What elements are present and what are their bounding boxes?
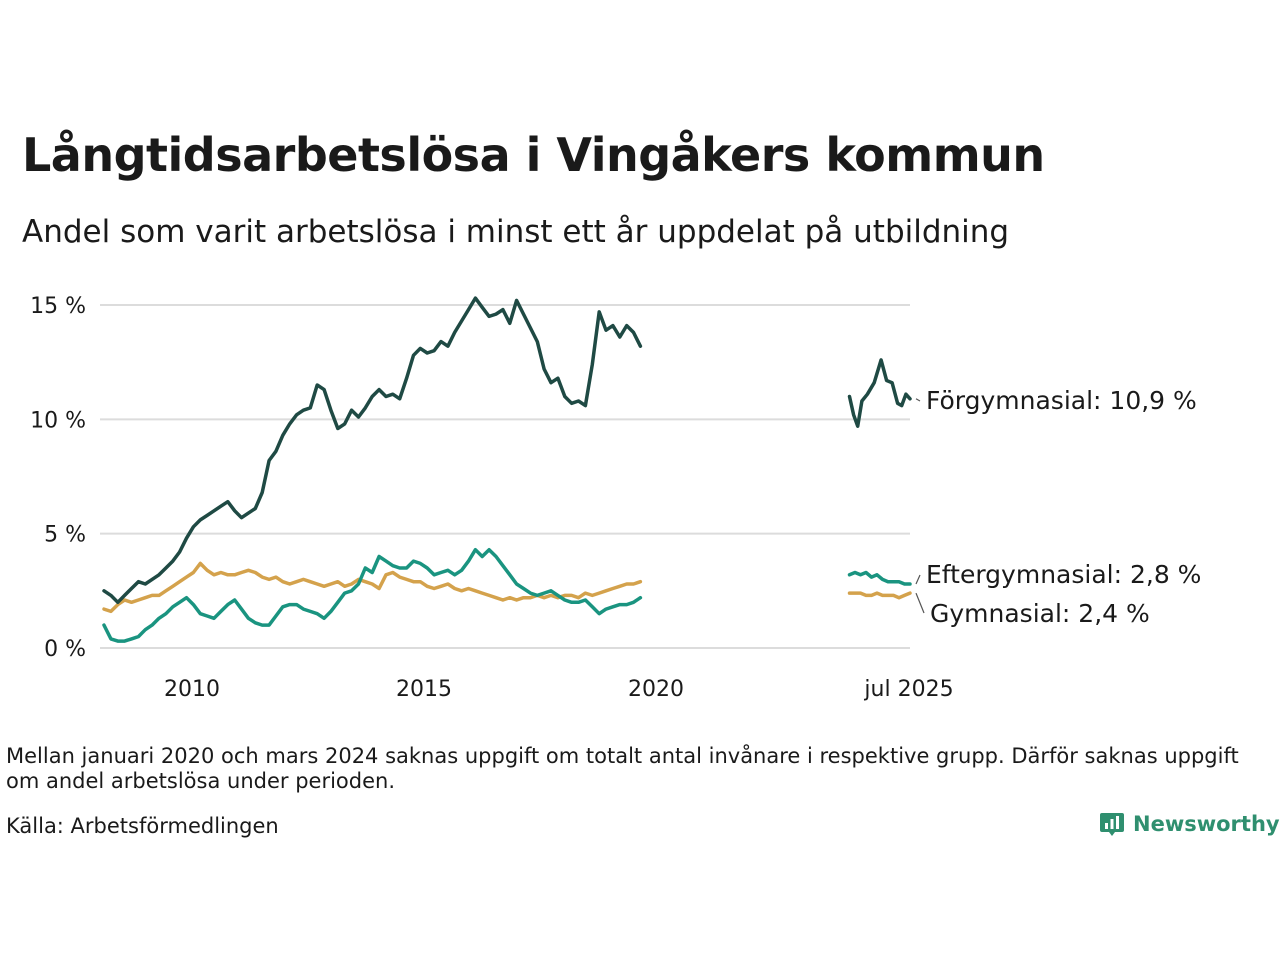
x-axis-tick-labels: 2010 2015 2020 jul 2025 bbox=[164, 677, 954, 702]
series-line-gymnasial bbox=[102, 561, 643, 614]
series-line-eftergymnasial bbox=[847, 570, 912, 586]
series-end-labels: Förgymnasial: 10,9 % Eftergymnasial: 2,8 … bbox=[915, 386, 1201, 628]
series-end-label-gymnasial: Gymnasial: 2,4 % bbox=[930, 599, 1150, 628]
chart-subtitle: Andel som varit arbetslösa i minst ett å… bbox=[22, 214, 1010, 250]
y-axis-tick-labels: 0 % 5 % 10 % 15 % bbox=[30, 294, 86, 662]
bar-chart-speech-bubble-icon bbox=[1100, 813, 1124, 836]
y-tick-label: 15 % bbox=[30, 294, 86, 319]
series-line-förgymnasial bbox=[847, 358, 912, 428]
series-end-label-eftergymnasial: Eftergymnasial: 2,8 % bbox=[926, 560, 1201, 589]
series-line-eftergymnasial bbox=[102, 547, 643, 643]
series-line-gymnasial bbox=[847, 591, 912, 600]
brand[interactable]: Newsworthy bbox=[1099, 808, 1280, 840]
series-line-förgymnasial bbox=[102, 296, 643, 605]
grid-lines bbox=[100, 304, 910, 649]
series-end-label-förgymnasial: Förgymnasial: 10,9 % bbox=[926, 386, 1197, 415]
y-tick-label: 0 % bbox=[44, 637, 86, 662]
source-text: Källa: Arbetsförmedlingen bbox=[6, 814, 279, 838]
y-tick-label: 5 % bbox=[44, 523, 86, 548]
label-leader-line bbox=[915, 592, 925, 614]
x-tick-label: 2010 bbox=[164, 677, 220, 702]
label-leader-line bbox=[915, 574, 921, 585]
line-chart: 0 % 5 % 10 % 15 % 2010 2015 2020 jul 2025 Förg… bbox=[30, 294, 1201, 702]
y-tick-label: 10 % bbox=[30, 408, 86, 433]
footnote: Mellan januari 2020 och mars 2024 saknas… bbox=[6, 744, 1239, 793]
series-lines bbox=[102, 296, 912, 643]
x-tick-label: jul 2025 bbox=[863, 677, 953, 702]
chart-title: Långtidsarbetslösa i Vingåkers kommun bbox=[22, 128, 1045, 182]
x-tick-label: 2020 bbox=[628, 677, 684, 702]
x-tick-label: 2015 bbox=[396, 677, 452, 702]
label-leader-line bbox=[915, 398, 921, 402]
brand-name: Newsworthy bbox=[1133, 812, 1280, 836]
